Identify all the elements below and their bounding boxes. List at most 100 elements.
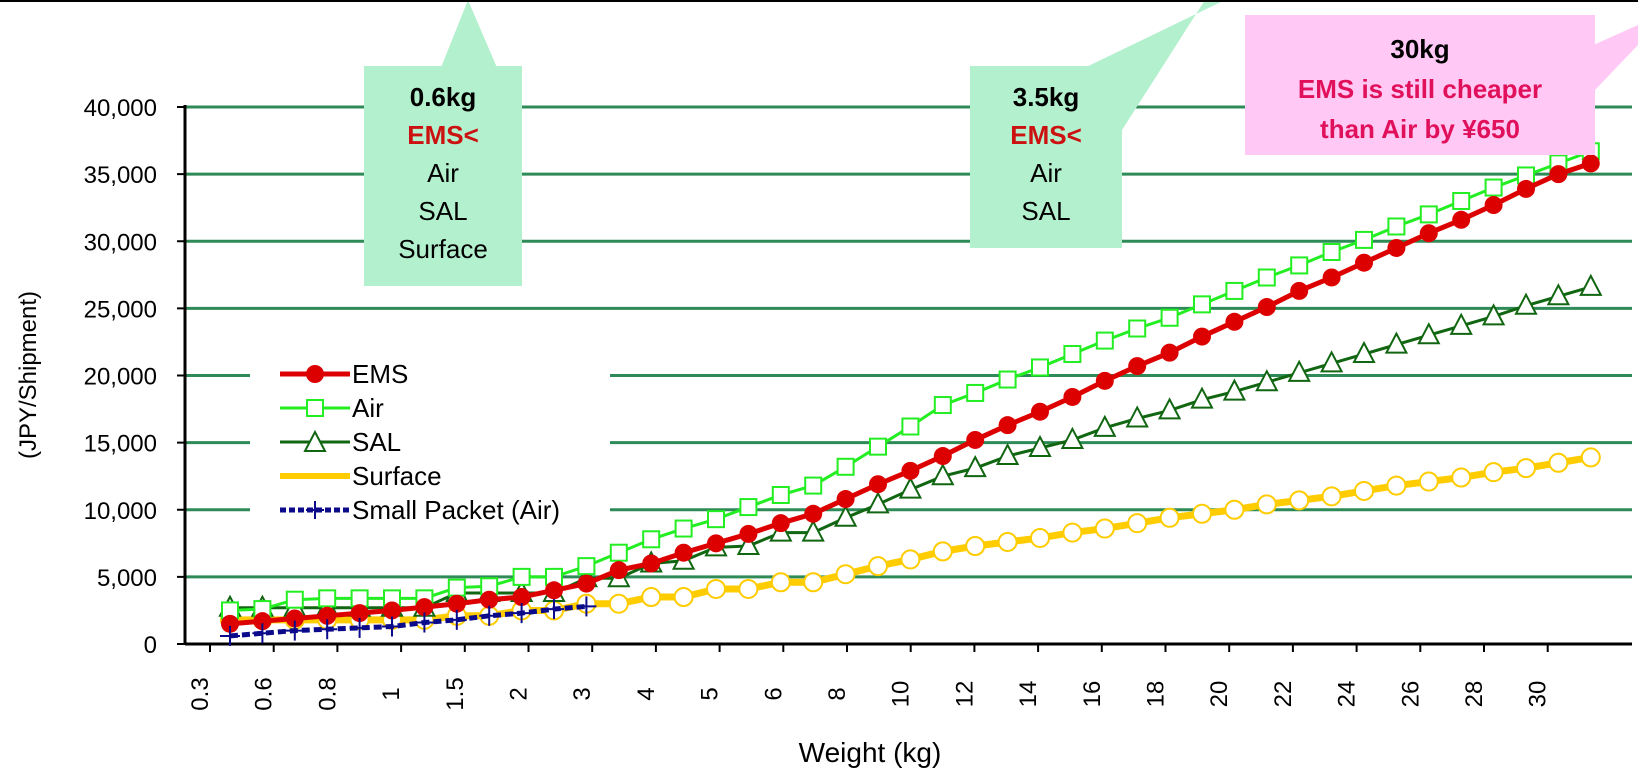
data-point	[1160, 343, 1179, 362]
data-point	[1193, 295, 1211, 314]
y-tick-label: 30,000	[84, 229, 157, 256]
data-point	[1289, 490, 1310, 511]
data-point	[706, 578, 726, 599]
data-point	[1354, 480, 1374, 501]
data-point	[1581, 154, 1600, 173]
x-tick-label: 6	[760, 687, 787, 700]
data-point	[641, 587, 662, 608]
tick-labels: 0 5,000 10,000 15,000 20,000 25,000 30,000 35,0…	[84, 95, 1552, 711]
data-point	[252, 623, 273, 644]
x-tick-label: 8	[824, 687, 851, 700]
x-tick-label: 22	[1270, 681, 1297, 708]
data-point	[1352, 340, 1376, 364]
data-point	[1579, 273, 1603, 296]
data-point	[803, 572, 824, 593]
x-tick-label: 14	[1015, 681, 1042, 708]
data-point	[350, 589, 369, 608]
data-point	[1225, 312, 1244, 331]
annotation-0-6kg-pointer	[440, 0, 498, 70]
annotation-0-6kg-air: Air	[427, 158, 459, 188]
data-point	[997, 531, 1018, 552]
data-point	[1287, 359, 1311, 382]
y-tick-label: 20,000	[84, 364, 157, 391]
data-point	[285, 609, 304, 628]
data-point	[901, 461, 920, 480]
y-tick-label: 40,000	[84, 95, 157, 122]
data-point	[1093, 414, 1117, 437]
data-point	[933, 396, 952, 415]
data-point	[1290, 281, 1309, 300]
data-point	[642, 554, 661, 573]
legend-item-sal: SAL	[280, 425, 401, 459]
data-point	[932, 541, 953, 562]
data-point	[1384, 331, 1409, 354]
annotation-0-6kg-weight: 0.6kg	[409, 82, 477, 112]
data-point	[771, 514, 790, 533]
series-layer	[218, 142, 1603, 646]
data-point	[609, 561, 628, 580]
data-point	[1256, 494, 1277, 515]
x-tick-label: 24	[1334, 681, 1361, 708]
data-point	[446, 609, 467, 630]
x-tick-label: 0.8	[314, 677, 341, 710]
legend-item-small-packet: Small Packet (Air)	[280, 493, 560, 527]
data-point	[318, 589, 337, 608]
data-point	[544, 599, 564, 620]
data-point	[1549, 165, 1568, 184]
data-point	[739, 524, 758, 543]
y-tick-label: 15,000	[84, 431, 157, 458]
data-point	[801, 519, 825, 542]
data-point	[966, 383, 985, 402]
data-point	[1419, 224, 1438, 243]
data-point	[998, 416, 1017, 435]
data-point	[350, 604, 369, 623]
data-point	[511, 603, 532, 624]
data-point	[382, 616, 402, 637]
data-point	[1451, 467, 1472, 488]
legend-swatch-sal	[280, 429, 350, 452]
annotation-30kg-weight: 30kg	[1390, 34, 1450, 64]
annotation-3-5kg-ems: EMS<	[1010, 120, 1082, 150]
data-point	[1452, 210, 1471, 229]
data-point	[220, 625, 240, 646]
data-point	[674, 519, 693, 538]
x-tick-label: 0.6	[251, 677, 278, 710]
data-point	[512, 567, 531, 586]
data-point	[804, 476, 823, 495]
data-point	[900, 549, 921, 570]
legend-swatch-ems	[280, 365, 350, 383]
data-point	[836, 490, 855, 509]
data-point	[1225, 281, 1244, 300]
data-point	[1290, 256, 1309, 275]
data-point	[1484, 178, 1503, 197]
data-point	[1322, 268, 1341, 287]
annotation-30kg: 30kg EMS is still cheaper than Air by ¥6…	[1245, 15, 1595, 155]
data-point	[1257, 268, 1276, 287]
data-point	[383, 601, 401, 620]
data-point	[739, 498, 758, 517]
data-point	[285, 590, 304, 609]
data-point	[1028, 434, 1052, 457]
data-point	[1127, 513, 1148, 534]
series-ems	[221, 154, 1600, 633]
y-tick-label: 35,000	[84, 162, 157, 189]
annotation-30kg-line2: EMS is still cheaper	[1297, 74, 1543, 104]
data-point	[1319, 350, 1344, 373]
data-point	[995, 442, 1020, 466]
data-point	[642, 530, 661, 549]
x-tick-label: 2	[506, 687, 533, 700]
data-point	[609, 543, 628, 562]
x-axis-label: Weight (kg)	[799, 737, 942, 768]
x-tick-label: 0.3	[187, 677, 214, 710]
data-point	[1546, 283, 1571, 306]
data-point	[1190, 386, 1214, 409]
data-point	[965, 535, 986, 556]
x-tick-label: 16	[1079, 681, 1106, 708]
data-point	[1517, 179, 1535, 198]
data-point	[1355, 253, 1373, 272]
data-point	[1481, 303, 1506, 326]
x-tick-label: 20	[1206, 681, 1233, 708]
data-point	[869, 437, 887, 456]
y-axis-label: (JPY/Shipment)	[15, 291, 42, 459]
data-point	[414, 612, 435, 633]
